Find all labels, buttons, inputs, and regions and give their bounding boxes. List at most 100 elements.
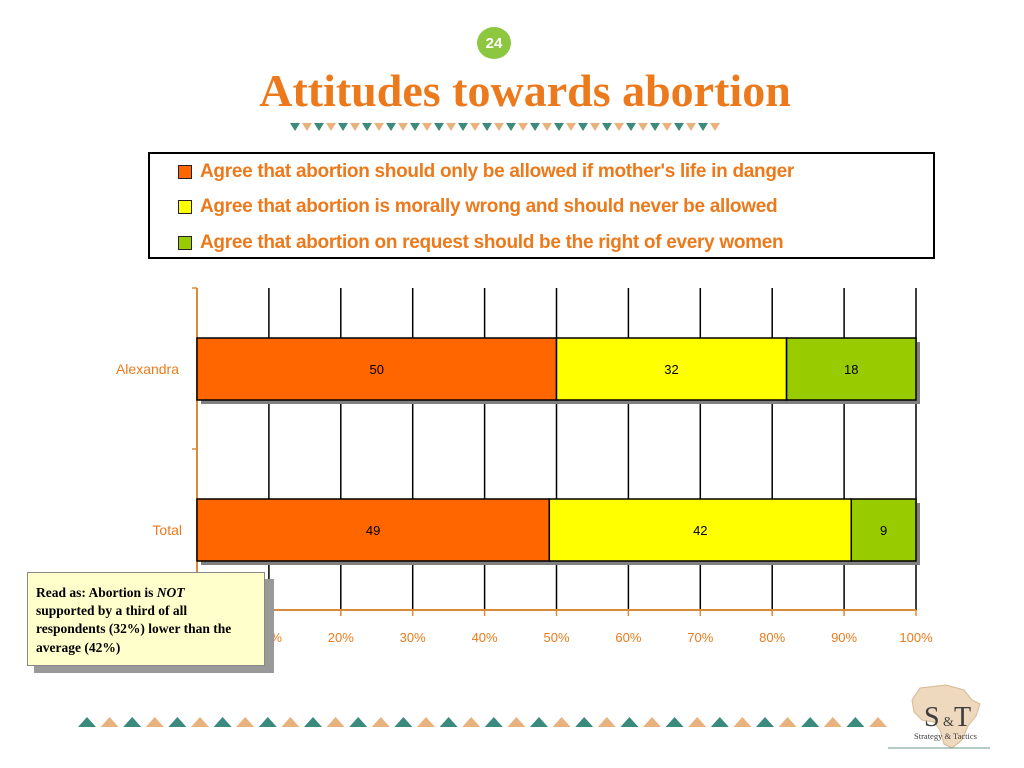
deco-triangle [662,123,672,131]
deco-triangle [674,123,684,131]
deco-triangle [362,123,372,131]
deco-triangle [302,123,312,131]
deco-triangle [258,717,277,727]
deco-triangle [338,123,348,131]
legend-swatch-yellow [178,200,192,214]
deco-triangle [626,123,636,131]
x-tick-label: 20% [328,630,354,645]
deco-triangle [494,123,504,131]
x-tick-label: 70% [687,630,713,645]
deco-triangle [733,717,752,727]
deco-triangle [590,123,600,131]
deco-triangle [823,717,842,727]
deco-triangle [620,717,639,727]
deco-triangle [462,717,481,727]
x-tick-label: 100% [899,630,933,645]
deco-triangle [470,123,480,131]
deco-triangle [484,717,503,727]
read-as-note: Read as: Abortion is NOT supported by a t… [27,572,265,666]
deco-triangle [417,717,435,727]
deco-triangle [386,123,396,131]
deco-triangle [123,717,142,727]
note-emphasis: NOT [156,585,185,600]
note-body: supported by a third of all respondents … [36,603,232,655]
category-label: Total [152,522,182,538]
deco-triangle [398,123,408,131]
deco-triangle [602,123,612,131]
deco-triangle [191,717,209,727]
x-tick-label: 40% [472,630,498,645]
deco-triangle [434,123,444,131]
deco-triangle [281,717,300,727]
logo-amp: & [943,715,954,730]
deco-triangle [314,123,324,131]
bar-value-label: 50 [370,362,384,377]
bar-segment [850,498,917,562]
x-tick-label: 60% [615,630,641,645]
deco-triangle [78,717,96,727]
bar-value-label: 18 [844,362,858,377]
legend-label: Agree that abortion on request should be… [200,232,784,253]
deco-triangle [350,123,360,131]
deco-triangle [614,123,624,131]
deco-triangle [507,717,526,727]
deco-triangle [304,717,322,727]
st-logo: S & T Strategy & Tactics [888,684,990,749]
deco-triangle [638,123,648,131]
deco-triangle [578,123,588,131]
deco-triangle [518,123,528,131]
page-number-badge: 24 [477,27,511,59]
deco-triangle [213,717,232,727]
deco-triangle [756,717,774,727]
deco-triangle [597,717,616,727]
deco-triangle [410,123,420,131]
deco-triangle [326,123,336,131]
bar-value-label: 32 [664,362,678,377]
logo-s: S [924,702,940,733]
bar-value-label: 49 [366,523,380,538]
deco-triangle [290,123,300,131]
legend-label: Agree that abortion is morally wrong and… [200,196,778,217]
deco-triangle [665,717,684,727]
note-prefix: Read as: Abortion is [36,585,157,600]
category-label: Alexandra [116,361,179,377]
logo-tagline: Strategy & Tactics [914,731,977,741]
deco-triangle [439,717,458,727]
logo-t: T [954,702,971,733]
bar-value-label: 42 [693,523,707,538]
deco-triangle [326,717,345,727]
bar-segment [555,337,788,401]
chart-legend: Agree that abortion should only be allow… [148,152,935,259]
deco-triangle [530,717,548,727]
x-tick-label: 30% [400,630,426,645]
deco-triangle [686,123,696,131]
deco-triangle [145,717,164,727]
deco-triangle [530,123,540,131]
title-decoration [290,123,720,131]
deco-triangle [566,123,576,131]
legend-label: Agree that abortion should only be allow… [200,161,794,182]
x-tick-label: 80% [759,630,785,645]
bar-segment [785,337,917,401]
deco-triangle [554,123,564,131]
page-title: Attitudes towards abortion [259,65,791,116]
deco-triangle [710,717,729,727]
deco-triangle [846,717,865,727]
legend-swatch-orange [178,165,192,179]
deco-triangle [458,123,468,131]
africa-map-icon [911,684,981,749]
bar-segment [196,337,558,401]
deco-triangle [168,717,187,727]
legend-swatch-green [178,236,192,250]
deco-triangle [506,123,516,131]
deco-triangle [349,717,368,727]
deco-triangle [374,123,384,131]
deco-triangle [650,123,660,131]
legend-item-right-on-request: Agree that abortion on request should be… [178,231,784,255]
bottom-decoration [78,717,887,727]
deco-triangle [371,717,390,727]
bar-value-label: 9 [880,523,887,538]
legend-item-life-in-danger: Agree that abortion should only be allow… [178,160,794,184]
deco-triangle [236,717,255,727]
